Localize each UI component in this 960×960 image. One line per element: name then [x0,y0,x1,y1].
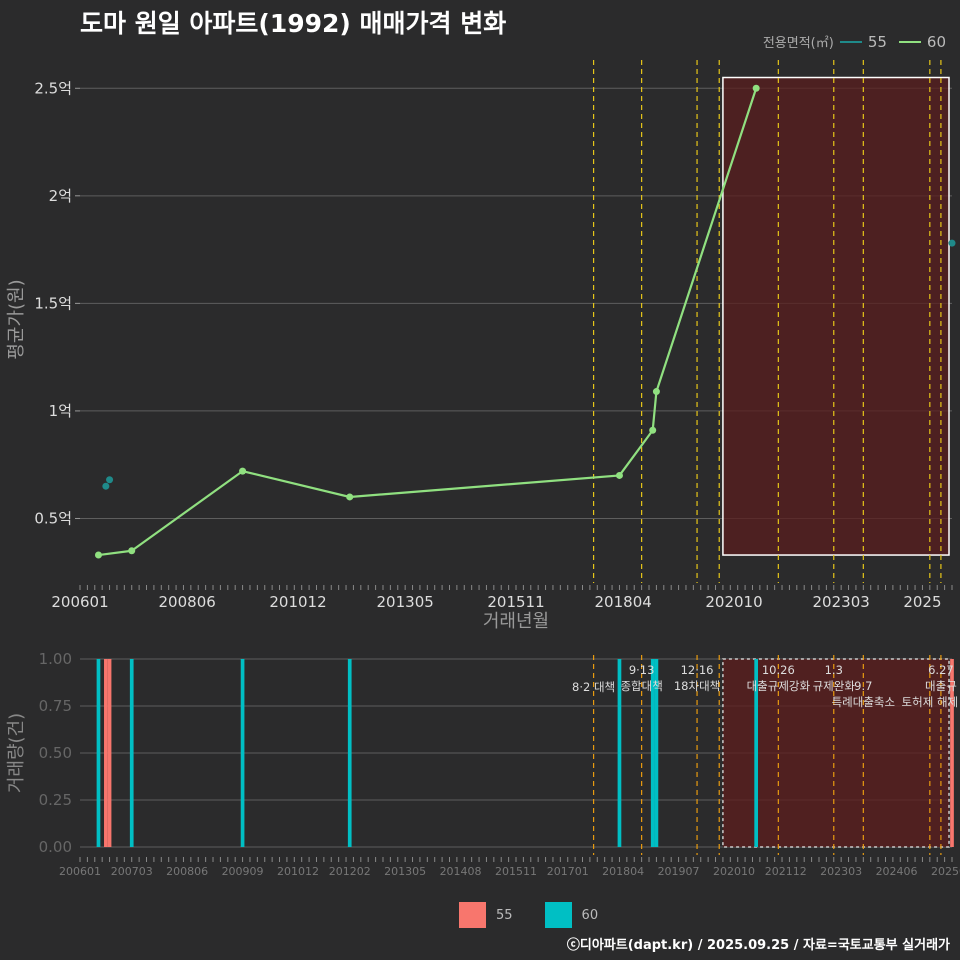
bottom-y-tick-label: 0.00 [39,838,72,856]
legend-bottom-label-55: 55 [496,907,513,923]
top-x-tick-label: 201305 [377,593,434,611]
bottom-x-tick-label: 201408 [440,865,482,878]
bottom-x-tick-label: 201804 [602,865,644,878]
bottom-y-tick-label: 0.25 [39,791,72,809]
data-point-55 [106,476,114,484]
bottom-x-tick-label: 201012 [277,865,319,878]
data-point-60 [652,388,660,396]
bottom-x-tick-label: 200601 [59,865,101,878]
policy-annotation: 대출규 [925,679,957,693]
top-x-tick-label: 201804 [595,593,652,611]
volume-bar-60 [654,659,659,847]
legend-bottom: 55 60 [459,902,598,928]
data-point-60 [346,493,354,501]
top-y-axis-title: 평균가(원) [6,279,27,359]
top-x-tick-label: 2025 [903,593,941,611]
bottom-x-tick-label: 202303 [820,865,862,878]
data-point-55 [948,239,956,247]
top-y-tick-label: 0.5억 [34,509,72,527]
bottom-x-tick-label: 202112 [765,865,807,878]
policy-annotation: 특례대출축소 [832,695,895,709]
volume-bar-60 [129,659,134,847]
volume-bar-60 [347,659,352,847]
bottom-x-tick-label: 200806 [166,865,208,878]
policy-annotation: 1.3 [825,663,843,677]
bottom-y-tick-label: 1.00 [39,650,72,668]
data-point-55 [102,482,110,490]
volume-bar-60 [96,659,101,847]
policy-annotation: 9.7 [854,679,872,693]
policy-annotation: 9·13 [629,663,655,677]
data-point-60 [752,84,760,92]
data-point-60 [649,426,657,434]
bottom-x-tick-label: 202406 [876,865,918,878]
policy-annotation: 규제완화 [813,679,856,693]
bottom-y-tick-label: 0.75 [39,697,72,715]
legend-swatch-55 [839,40,862,43]
chart-title: 도마 원일 아파트(1992) 매매가격 변화 [80,9,507,38]
volume-bar-60 [650,659,655,847]
legend-box-60 [544,902,572,928]
data-point-60 [239,467,247,475]
bottom-x-tick-label: 201305 [384,865,426,878]
top-y-tick-label: 1.5억 [34,294,72,312]
top-x-tick-label: 200806 [159,593,216,611]
bottom-y-tick-label: 0.50 [39,744,72,762]
legend-bottom-label-60: 60 [581,907,599,923]
policy-annotation: 18차대책 [674,679,720,693]
legend-box-55 [459,902,486,928]
policy-annotation: 6.27 [928,663,954,677]
bottom-x-tick-label: 201511 [495,865,537,878]
bottom-x-tick-label: 201907 [658,865,700,878]
policy-annotation: 토허제 해제 [902,695,959,709]
volume-bar-55 [104,659,108,847]
top-y-tick-label: 2.5억 [34,79,72,97]
top-y-tick-label: 2억 [49,187,72,205]
policy-annotation: 종합대책 [620,679,662,693]
bottom-x-tick-label: 201701 [547,865,589,878]
policy-annotation: 대출규제강화 [747,679,811,693]
legend-swatch-60 [898,40,921,43]
bottom-x-tick-label: 200703 [111,865,153,878]
policy-annotation: 8·2 대책 [572,680,615,694]
legend-top: 전용면적(㎡) 55 60 [762,32,952,52]
bottom-highlight-box [722,658,950,848]
policy-annotation: 10.26 [762,663,795,677]
volume-bar-60 [240,659,245,847]
bottom-x-tick-label: 200909 [222,865,264,878]
top-x-axis-title: 거래년월 [483,611,549,632]
volume-bar-55 [107,659,112,847]
bottom-x-tick-label: 201202 [329,865,371,878]
bottom-y-axis-title: 거래량(건) [6,713,27,793]
volume-bar-55 [950,659,954,847]
policy-annotation: 12·16 [681,663,714,677]
top-highlight-box [722,76,950,556]
top-x-tick-label: 202010 [705,593,762,611]
data-point-60 [128,547,136,555]
volume-bar-60 [617,659,622,847]
top-x-tick-label: 202303 [813,593,870,611]
bottom-x-tick-label: 202509 [931,865,960,878]
legend-label-55: 55 [867,32,887,51]
top-x-tick-label: 201012 [269,593,326,611]
legend-top-title: 전용면적(㎡) [762,36,834,51]
top-x-tick-label: 201511 [487,593,544,611]
data-point-60 [94,551,102,559]
data-point-60 [615,471,623,479]
top-x-tick-label: 200601 [51,593,108,611]
series-line-60 [98,87,758,557]
top-y-tick-label: 1억 [49,402,72,420]
legend-label-60: 60 [926,32,946,51]
volume-bar-60 [754,659,759,847]
footer-credit: ⓒ디아파트(dapt.kr) / 2025.09.25 / 자료=국토교통부 실… [566,938,950,953]
bottom-x-tick-label: 202010 [713,865,755,878]
